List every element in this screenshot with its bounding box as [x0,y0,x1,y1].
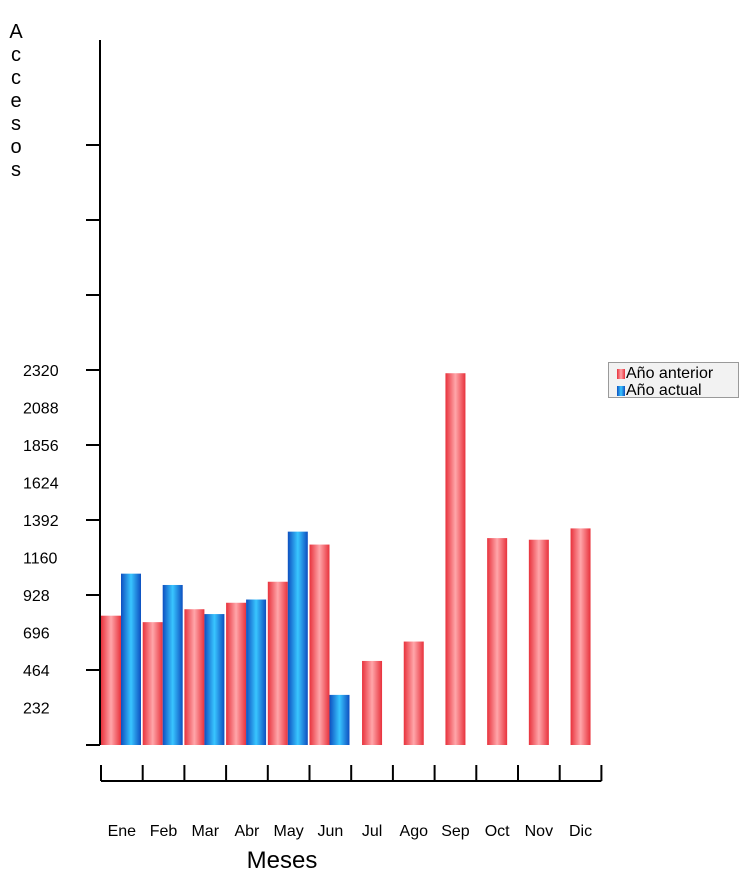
y-axis-label-char: A [9,21,23,43]
legend-label-anterior: Año anterior [626,364,714,382]
y-tick-label: 928 [23,588,50,605]
bar-anterior-nov [528,539,549,745]
x-tick-label: Sep [441,823,470,840]
x-axis [100,765,603,782]
legend-item-actual: Año actual [617,382,738,399]
legend-label-actual: Año actual [626,381,702,399]
legend-swatch-red [617,368,625,379]
bar-anterior-ago [403,641,424,745]
bar-actual-abr [246,599,267,745]
y-tick-label: 2320 [23,363,59,380]
y-tick-label: 232 [23,701,50,718]
x-tick-label: Ene [108,823,137,840]
bar-anterior-sep [445,373,466,745]
x-axis-label: Meses [247,847,318,869]
x-tick-label: Nov [525,823,553,840]
y-axis [86,40,101,746]
bar-actual-jun [329,694,350,745]
bar-actual-mar [204,614,225,745]
x-tick-label: Abr [234,823,260,840]
x-tick-label: Mar [191,823,219,840]
y-axis-label-char: c [11,67,21,89]
bars [101,373,591,745]
x-tick-label: Dic [569,823,592,840]
bar-anterior-abr [226,602,247,745]
bar-actual-feb [162,584,183,745]
legend-item-anterior: Año anterior [617,365,738,382]
bar-anterior-dic [570,528,591,745]
y-axis-label-char: c [11,44,21,66]
bar-anterior-jun [309,544,330,745]
y-tick-label: 1160 [23,551,58,568]
y-axis-label-char: e [10,90,21,112]
bar-anterior-mar [184,609,205,745]
x-tick-labels: Ene Feb Mar Abr May Jun Jul Ago Sep Oct Nov Dic [108,823,592,840]
bar-anterior-jul [362,660,383,745]
y-tick-labels: 232 464 696 928 1160 1392 1624 1856 2088 2320 [23,363,59,718]
x-tick-label: Feb [150,823,178,840]
bar-anterior-may [267,581,288,745]
legend: Año anterior Año actual [608,362,739,399]
y-axis-label-char: s [11,113,21,135]
y-tick-label: 1624 [23,476,59,493]
x-tick-label: May [274,823,304,840]
x-tick-label: Ago [400,823,429,840]
bar-anterior-ene [101,615,121,745]
y-tick-label: 2088 [23,401,59,418]
bar-actual-ene [121,573,141,745]
y-axis-label-char: s [11,159,21,181]
x-tick-label: Jun [317,823,343,840]
x-tick-label: Jul [362,823,382,840]
x-tick-label: Oct [485,823,510,840]
y-tick-label: 1856 [23,438,59,455]
y-tick-label: 464 [23,663,50,680]
y-tick-label: 696 [23,626,50,643]
y-axis-label-char: o [10,136,21,158]
bar-actual-may [287,531,308,745]
bar-anterior-feb [142,622,163,745]
y-tick-label: 1392 [23,513,59,530]
legend-swatch-blue [617,385,625,396]
bar-anterior-oct [487,538,508,745]
